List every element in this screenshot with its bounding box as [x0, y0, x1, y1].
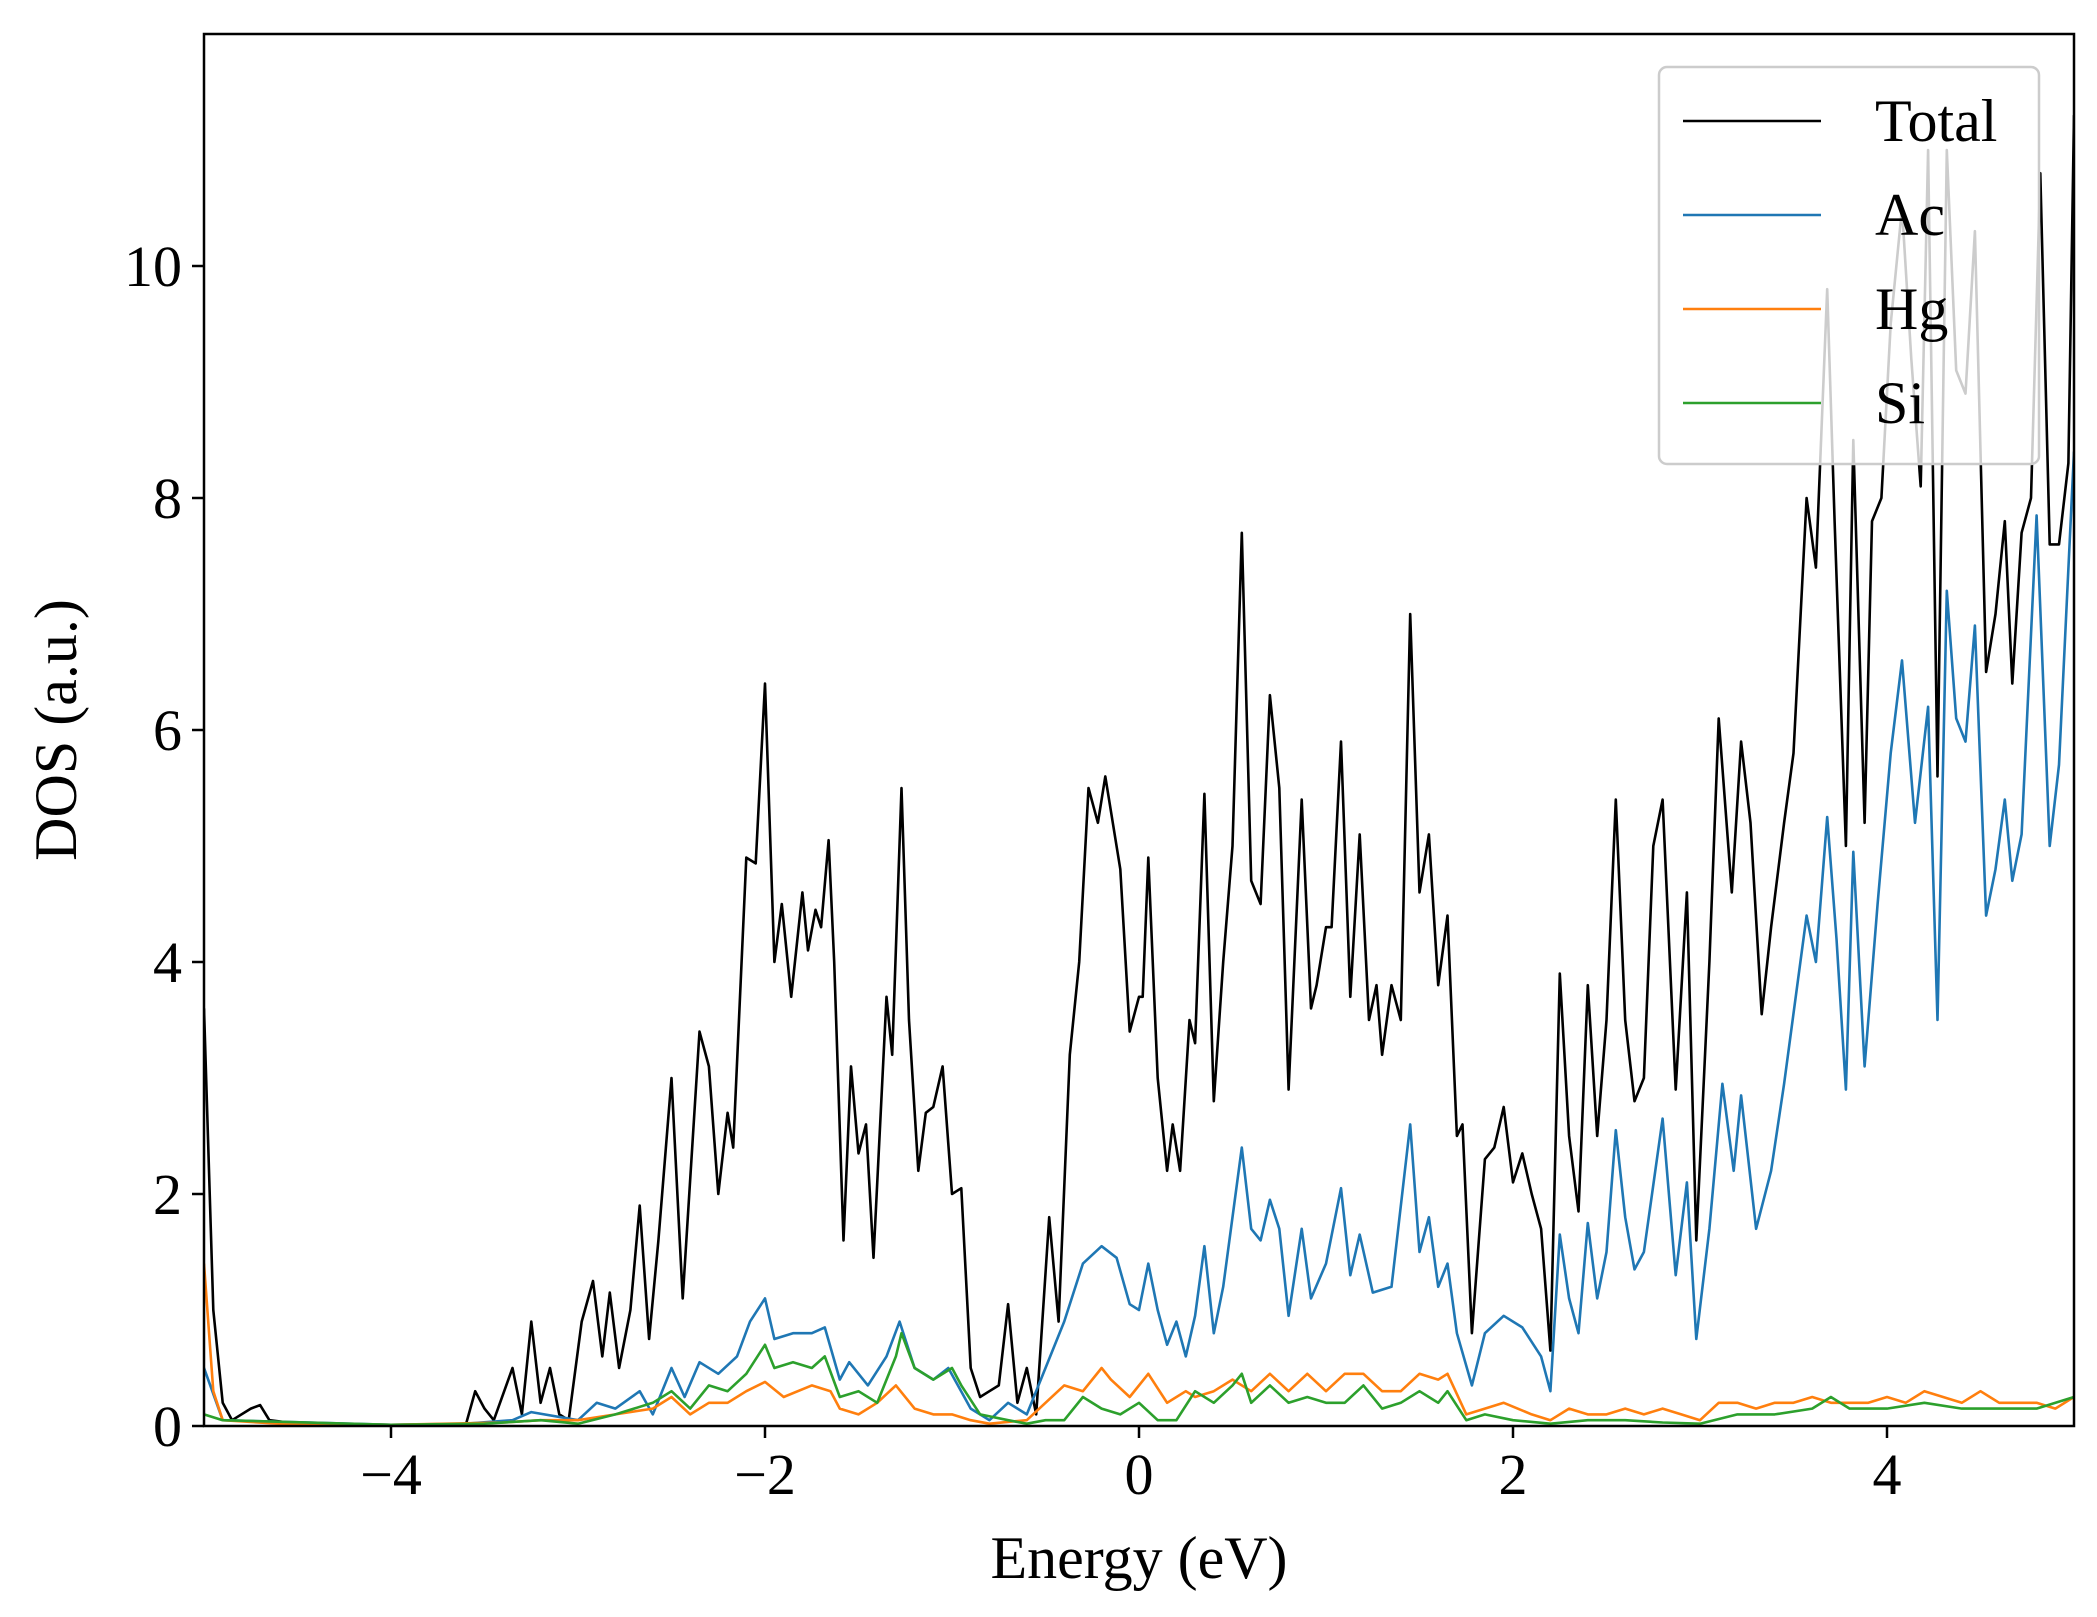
- y-tick-label: 8: [153, 466, 182, 531]
- x-tick-label: −4: [360, 1442, 422, 1507]
- y-tick-label: 0: [153, 1394, 182, 1459]
- series-line-ac: [204, 451, 2074, 1426]
- x-axis: −4 −2 0 2 4: [360, 1426, 1902, 1507]
- series-line-total: [204, 115, 2074, 1426]
- legend-label-si: Si: [1875, 370, 1925, 436]
- y-axis-label: DOS (a.u.): [23, 599, 89, 861]
- y-tick-label: 4: [153, 930, 182, 995]
- series-line-si: [204, 1331, 2074, 1426]
- y-tick-label: 10: [124, 234, 182, 299]
- legend-label-total: Total: [1875, 88, 1997, 154]
- x-axis-label: Energy (eV): [990, 1525, 1287, 1591]
- x-tick-label: 2: [1499, 1442, 1528, 1507]
- legend-box: [1657, 65, 2041, 466]
- x-tick-label: −2: [734, 1442, 796, 1507]
- legend: Total Ac Hg Si: [1657, 65, 2041, 466]
- x-tick-label: 4: [1873, 1442, 1902, 1507]
- x-tick-label: 0: [1125, 1442, 1154, 1507]
- series-line-hg: [204, 1263, 2074, 1426]
- series-layer: [204, 115, 2074, 1426]
- y-tick-label: 2: [153, 1162, 182, 1227]
- legend-label-ac: Ac: [1875, 182, 1945, 248]
- legend-label-hg: Hg: [1875, 276, 1948, 342]
- y-axis: 0 2 4 6 8 10: [124, 234, 204, 1459]
- y-tick-label: 6: [153, 698, 182, 763]
